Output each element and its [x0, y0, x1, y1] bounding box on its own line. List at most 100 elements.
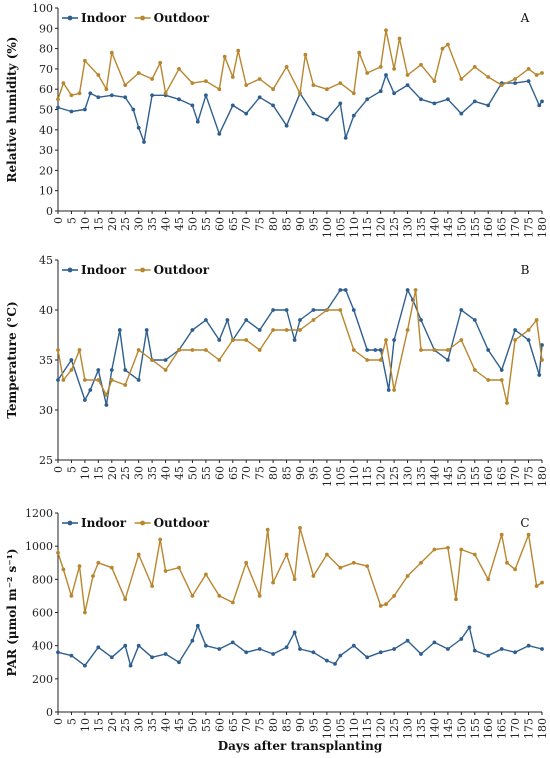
data-point-indoor [351, 308, 356, 312]
data-point-outdoor [109, 50, 114, 55]
data-point-outdoor [77, 348, 82, 352]
data-point-indoor [104, 403, 109, 407]
legend-label-indoor: Indoor [81, 516, 127, 530]
data-point-indoor [373, 348, 378, 352]
x-tick-label: 105 [334, 217, 347, 238]
x-tick-label: 0 [52, 466, 65, 473]
data-point-outdoor [257, 348, 262, 352]
data-point-outdoor [351, 91, 356, 96]
x-tick-label: 145 [442, 217, 455, 238]
data-point-outdoor [61, 81, 66, 85]
data-point-outdoor [217, 358, 222, 362]
series-line-indoor [57, 289, 543, 406]
data-point-indoor [88, 91, 93, 96]
data-point-outdoor [440, 46, 445, 51]
x-tick-label: 20 [106, 466, 119, 480]
x-tick-label: 115 [361, 466, 374, 487]
x-tick-label: 95 [307, 718, 320, 732]
data-point-indoor [69, 358, 74, 362]
data-point-outdoor [123, 83, 128, 87]
data-point-outdoor [392, 67, 396, 71]
data-point-outdoor [365, 71, 370, 75]
x-tick-label: 30 [133, 466, 146, 480]
x-tick-label: 60 [213, 217, 226, 231]
legend-marker-outdoor [140, 267, 146, 273]
y-tick-label: 20 [39, 164, 53, 177]
data-point-indoor [513, 328, 517, 332]
data-point-indoor [136, 125, 141, 130]
data-point-indoor [123, 643, 128, 648]
data-point-outdoor [244, 560, 249, 565]
data-point-indoor [311, 308, 316, 312]
data-point-outdoor [83, 378, 87, 382]
x-tick-label: 140 [428, 466, 441, 487]
y-axis-title: Relative humidity (%) [5, 37, 19, 183]
data-point-outdoor [534, 318, 539, 322]
x-tick-label: 65 [227, 217, 240, 231]
data-point-outdoor [244, 83, 249, 87]
data-point-outdoor [338, 308, 343, 312]
data-point-outdoor [61, 378, 66, 382]
series-line-outdoor [57, 527, 543, 614]
data-point-indoor [204, 93, 208, 98]
data-point-outdoor [204, 572, 208, 577]
data-point-indoor [351, 113, 356, 118]
data-point-indoor [217, 338, 222, 342]
data-point-indoor [163, 358, 168, 362]
x-tick-label: 170 [509, 466, 522, 487]
data-point-outdoor [378, 604, 383, 608]
x-tick-label: 145 [442, 466, 455, 487]
data-point-outdoor [384, 338, 388, 342]
x-tick-label: 45 [173, 217, 186, 231]
legend-marker-indoor [67, 267, 73, 273]
data-point-indoor [142, 140, 146, 144]
data-point-indoor [292, 338, 297, 342]
data-point-indoor [351, 643, 356, 648]
x-tick-label: 95 [307, 217, 320, 231]
data-point-indoor [298, 647, 302, 651]
data-point-indoor [96, 645, 101, 650]
data-point-outdoor [177, 348, 181, 352]
x-tick-label: 25 [119, 217, 132, 231]
data-point-indoor [333, 662, 337, 666]
series-indoor [56, 623, 544, 668]
data-point-outdoor [446, 42, 450, 47]
y-tick-label: 30 [39, 144, 53, 157]
x-tick-label: 160 [482, 466, 495, 487]
data-point-indoor [513, 650, 517, 655]
data-point-outdoor [204, 348, 208, 352]
data-point-indoor [284, 645, 289, 650]
x-tick-label: 135 [415, 217, 428, 238]
x-tick-label: 90 [294, 217, 307, 231]
x-tick-label: 55 [200, 466, 213, 480]
x-tick-label: 155 [469, 718, 482, 739]
x-tick-label: 5 [65, 217, 78, 224]
data-point-outdoor [204, 79, 208, 83]
x-tick-label: 20 [106, 718, 119, 732]
data-point-outdoor [83, 58, 87, 63]
data-point-outdoor [392, 594, 396, 598]
x-tick-label: 70 [240, 217, 253, 231]
data-point-outdoor [534, 73, 539, 77]
data-point-indoor [117, 328, 122, 332]
data-point-indoor [109, 655, 114, 660]
data-point-outdoor [91, 574, 95, 578]
data-point-outdoor [351, 348, 356, 352]
data-point-indoor [378, 89, 383, 94]
data-point-indoor [244, 650, 249, 655]
x-tick-label: 135 [415, 718, 428, 739]
x-tick-label: 90 [294, 466, 307, 480]
legend-marker-indoor [67, 520, 73, 526]
data-point-outdoor [284, 65, 289, 69]
data-point-outdoor [150, 77, 155, 81]
data-point-outdoor [83, 610, 87, 615]
data-point-indoor [298, 318, 302, 322]
data-point-outdoor [190, 594, 195, 598]
x-tick-label: 35 [146, 217, 159, 231]
data-point-indoor [338, 288, 343, 292]
data-point-outdoor [292, 577, 297, 582]
data-point-outdoor [454, 597, 458, 602]
series-outdoor [56, 526, 544, 615]
